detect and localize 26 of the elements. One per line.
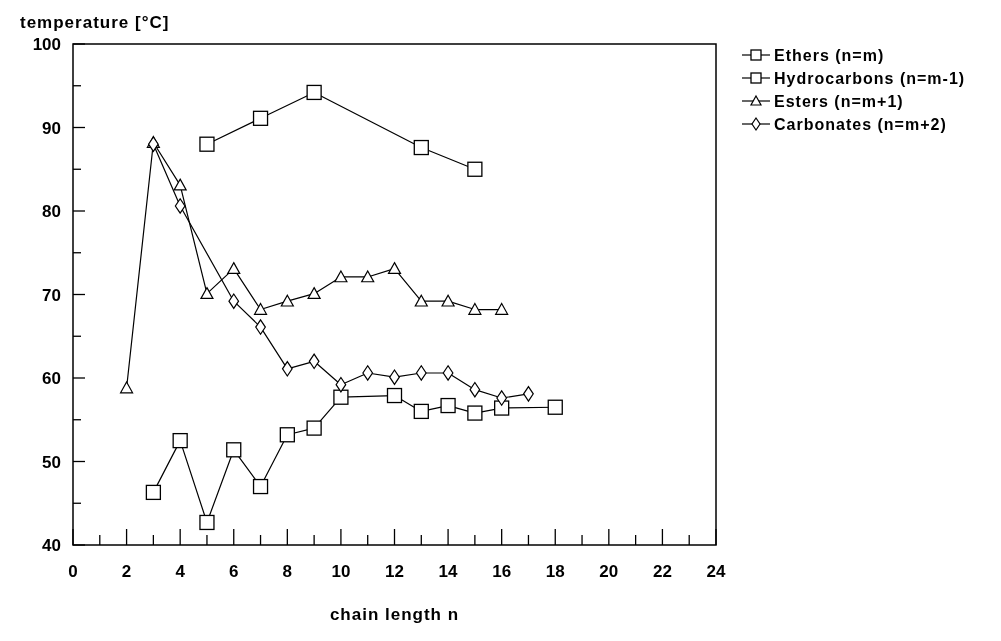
x-tick-label: 16 (492, 562, 512, 581)
legend-label: Hydrocarbons (n=m-1) (774, 70, 966, 87)
x-tick-label: 24 (706, 562, 726, 581)
x-axis-title: chain length n (329, 605, 460, 624)
y-tick-label: 50 (42, 452, 61, 472)
x-tick-label: 12 (385, 562, 404, 581)
y-tick-label: 60 (42, 369, 61, 388)
legend-label: Ethers (n=m) (774, 47, 885, 64)
y-tick-label: 100 (32, 35, 61, 54)
x-tick-label: 0 (68, 562, 78, 581)
x-tick-label: 6 (229, 562, 239, 581)
x-tick-label: 18 (545, 562, 565, 581)
x-tick-label: 4 (175, 562, 186, 581)
x-tick-label: 10 (331, 562, 351, 581)
x-tick-label: 14 (438, 562, 459, 581)
x-tick-label: 2 (121, 562, 132, 581)
x-tick-label: 22 (652, 562, 672, 581)
y-axis-title: temperature [°C] (20, 13, 170, 32)
legend-label: Esters (n=m+1) (774, 93, 904, 110)
y-tick-label: 70 (42, 285, 61, 305)
y-tick-label: 90 (42, 118, 61, 138)
y-tick-label: 80 (42, 202, 61, 221)
y-tick-label: 40 (42, 536, 61, 555)
x-tick-label: 20 (599, 562, 619, 581)
x-tick-label: 8 (282, 562, 293, 581)
legend-label: Carbonates (n=m+2) (774, 116, 947, 133)
